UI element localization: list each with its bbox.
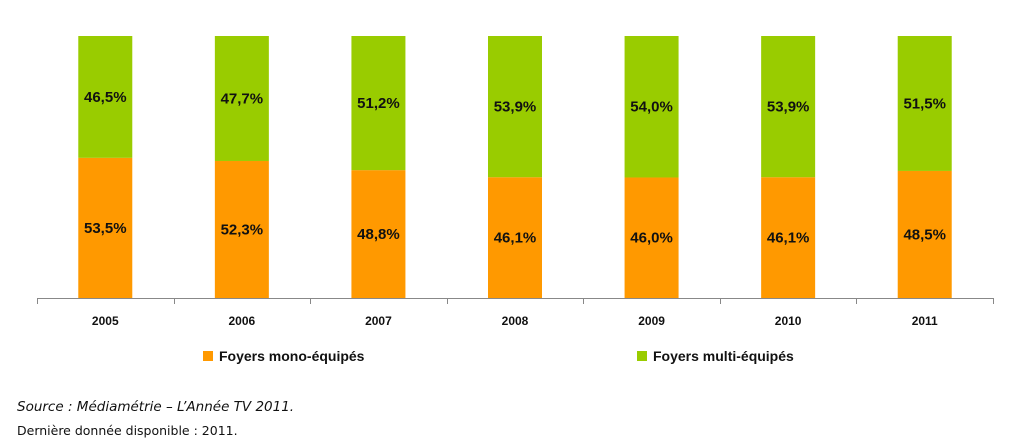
data-availability-note: Dernière donnée disponible : 2011.: [17, 423, 238, 438]
x-tick-label-2006: 2006: [229, 314, 256, 328]
x-tick-label-2011: 2011: [912, 314, 938, 328]
data-label-mono-2009: 46,0%: [630, 230, 673, 247]
data-label-multi-2006: 47,7%: [221, 90, 264, 107]
bar-segment-mono-2008: [488, 177, 542, 298]
x-tick-label-2010: 2010: [775, 314, 802, 328]
stacked-bar-chart: 53,5% 46,5% 52,3% 47,7% 48,8% 51,2% 46,1% 53,9%…: [37, 36, 994, 364]
bar-segment-multi-2005: [78, 36, 133, 158]
source-note: Source : Médiamétrie – L’Année TV 2011.: [17, 399, 295, 415]
data-label-mono-2008: 46,1%: [494, 230, 537, 247]
x-tick-label-2007: 2007: [365, 314, 392, 328]
x-tick-label-2009: 2009: [638, 314, 665, 328]
bar-segment-mono-2011: [897, 170, 952, 298]
legend-label-mono: Foyers mono-équipés: [219, 348, 365, 364]
legend: Foyers mono-équipés Foyers multi-équipés: [203, 348, 794, 364]
data-label-multi-2007: 51,2%: [357, 95, 400, 112]
data-label-multi-2009: 54,0%: [630, 99, 673, 116]
data-label-mono-2007: 48,8%: [357, 226, 400, 243]
x-tick-label-2008: 2008: [502, 314, 529, 328]
data-label-multi-2011: 51,5%: [903, 95, 946, 112]
bar-segment-mono-2009: [624, 177, 679, 298]
legend-swatch-multi: [637, 351, 647, 361]
bar-segment-multi-2010: [761, 36, 816, 178]
bar-segment-mono-2006: [214, 160, 269, 298]
data-label-mono-2005: 53,5%: [84, 220, 127, 237]
data-label-multi-2005: 46,5%: [84, 89, 127, 106]
x-tick-label-2005: 2005: [92, 314, 119, 328]
data-label-mono-2006: 52,3%: [221, 221, 264, 238]
bar-segment-mono-2010: [761, 177, 816, 298]
bar-segment-multi-2007: [351, 36, 406, 171]
bar-segment-mono-2007: [351, 170, 406, 298]
x-axis: 2005 2006 2007 2008 2009 2010 2011: [37, 298, 994, 328]
data-label-mono-2010: 46,1%: [767, 230, 810, 247]
data-label-mono-2011: 48,5%: [903, 226, 946, 243]
data-label-multi-2008: 53,9%: [494, 99, 537, 116]
bar-segment-multi-2008: [488, 36, 542, 178]
data-label-multi-2010: 53,9%: [767, 99, 810, 116]
legend-label-multi: Foyers multi-équipés: [653, 348, 794, 364]
legend-swatch-mono: [203, 351, 213, 361]
bar-segment-multi-2011: [897, 36, 952, 171]
bar-segment-multi-2009: [624, 36, 679, 178]
bar-segment-mono-2005: [78, 157, 133, 298]
bars-group: 53,5% 46,5% 52,3% 47,7% 48,8% 51,2% 46,1% 53,9%…: [78, 36, 952, 298]
bar-segment-multi-2006: [214, 36, 269, 161]
